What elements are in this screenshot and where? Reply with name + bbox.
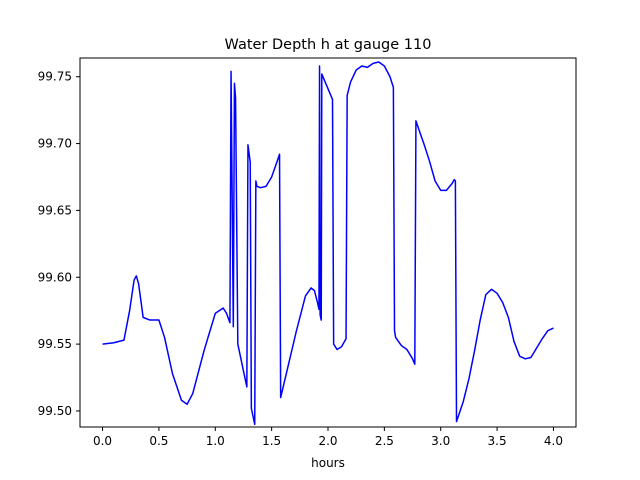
y-axis: 99.50 99.55 99.60 99.65 99.70 99.75 — [38, 70, 80, 418]
y-tick-label: 99.50 — [38, 404, 72, 418]
x-tick-label: 0.0 — [93, 434, 112, 448]
x-tick-label: 1.5 — [262, 434, 281, 448]
y-tick-label: 99.55 — [38, 337, 72, 351]
x-tick-label: 3.5 — [488, 434, 507, 448]
y-tick-label: 99.65 — [38, 203, 72, 217]
x-axis: 0.0 0.5 1.0 1.5 2.0 2.5 3.0 3.5 4.0 — [93, 427, 563, 448]
x-tick-label: 4.0 — [544, 434, 563, 448]
x-tick-label: 3.0 — [431, 434, 450, 448]
x-axis-label: hours — [311, 456, 345, 470]
y-tick-label: 99.70 — [38, 137, 72, 151]
chart-title: Water Depth h at gauge 110 — [225, 37, 432, 53]
x-tick-label: 2.5 — [375, 434, 394, 448]
x-tick-label: 2.0 — [318, 434, 337, 448]
x-tick-label: 1.0 — [206, 434, 225, 448]
series-line-0 — [102, 61, 554, 426]
x-tick-label: 0.5 — [149, 434, 168, 448]
y-tick-label: 99.60 — [38, 270, 72, 284]
y-tick-label: 99.75 — [38, 70, 72, 84]
